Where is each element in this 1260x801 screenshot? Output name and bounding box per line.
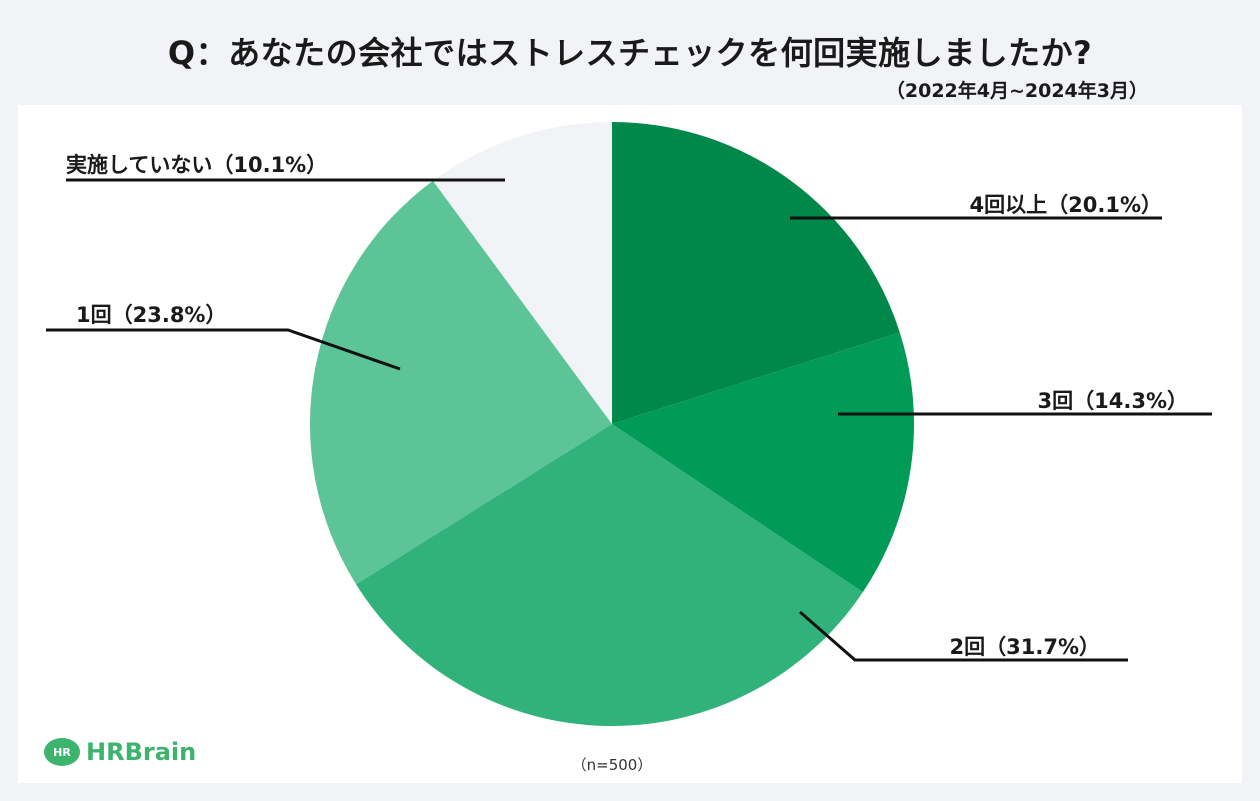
leader-line [799, 610, 1128, 662]
pie-slice [612, 332, 914, 593]
slice-label: 4回以上（20.1%） [970, 193, 1162, 217]
brand-mark-icon: HR [44, 738, 80, 766]
pie-slices [310, 122, 914, 726]
slice-label: 2回（31.7%） [950, 635, 1100, 659]
leader-line [46, 328, 401, 371]
chart-period: （2022年4月~2024年3月） [885, 80, 1148, 102]
slice-label: 1回（23.8%） [76, 303, 226, 327]
brand-logo: HR HRBrain [44, 738, 196, 766]
slice-labels: 4回以上（20.1%） 3回（14.3%） 2回（31.7%） 1回（23.8%） 実施… [66, 153, 1188, 659]
leader-lines [46, 178, 1212, 662]
sample-size-note: （n=500） [572, 756, 653, 774]
chart-title: Q：あなたの会社ではストレスチェックを何回実施しましたか? [167, 34, 1093, 72]
pie-slice [612, 122, 900, 424]
slice-label: 3回（14.3%） [1038, 389, 1188, 413]
pie-slice [432, 122, 612, 424]
brand-name: HRBrain [86, 738, 197, 766]
pie-slice [310, 180, 612, 585]
pie-slice [356, 424, 863, 726]
slice-label: 実施していない（10.1%） [66, 153, 327, 177]
